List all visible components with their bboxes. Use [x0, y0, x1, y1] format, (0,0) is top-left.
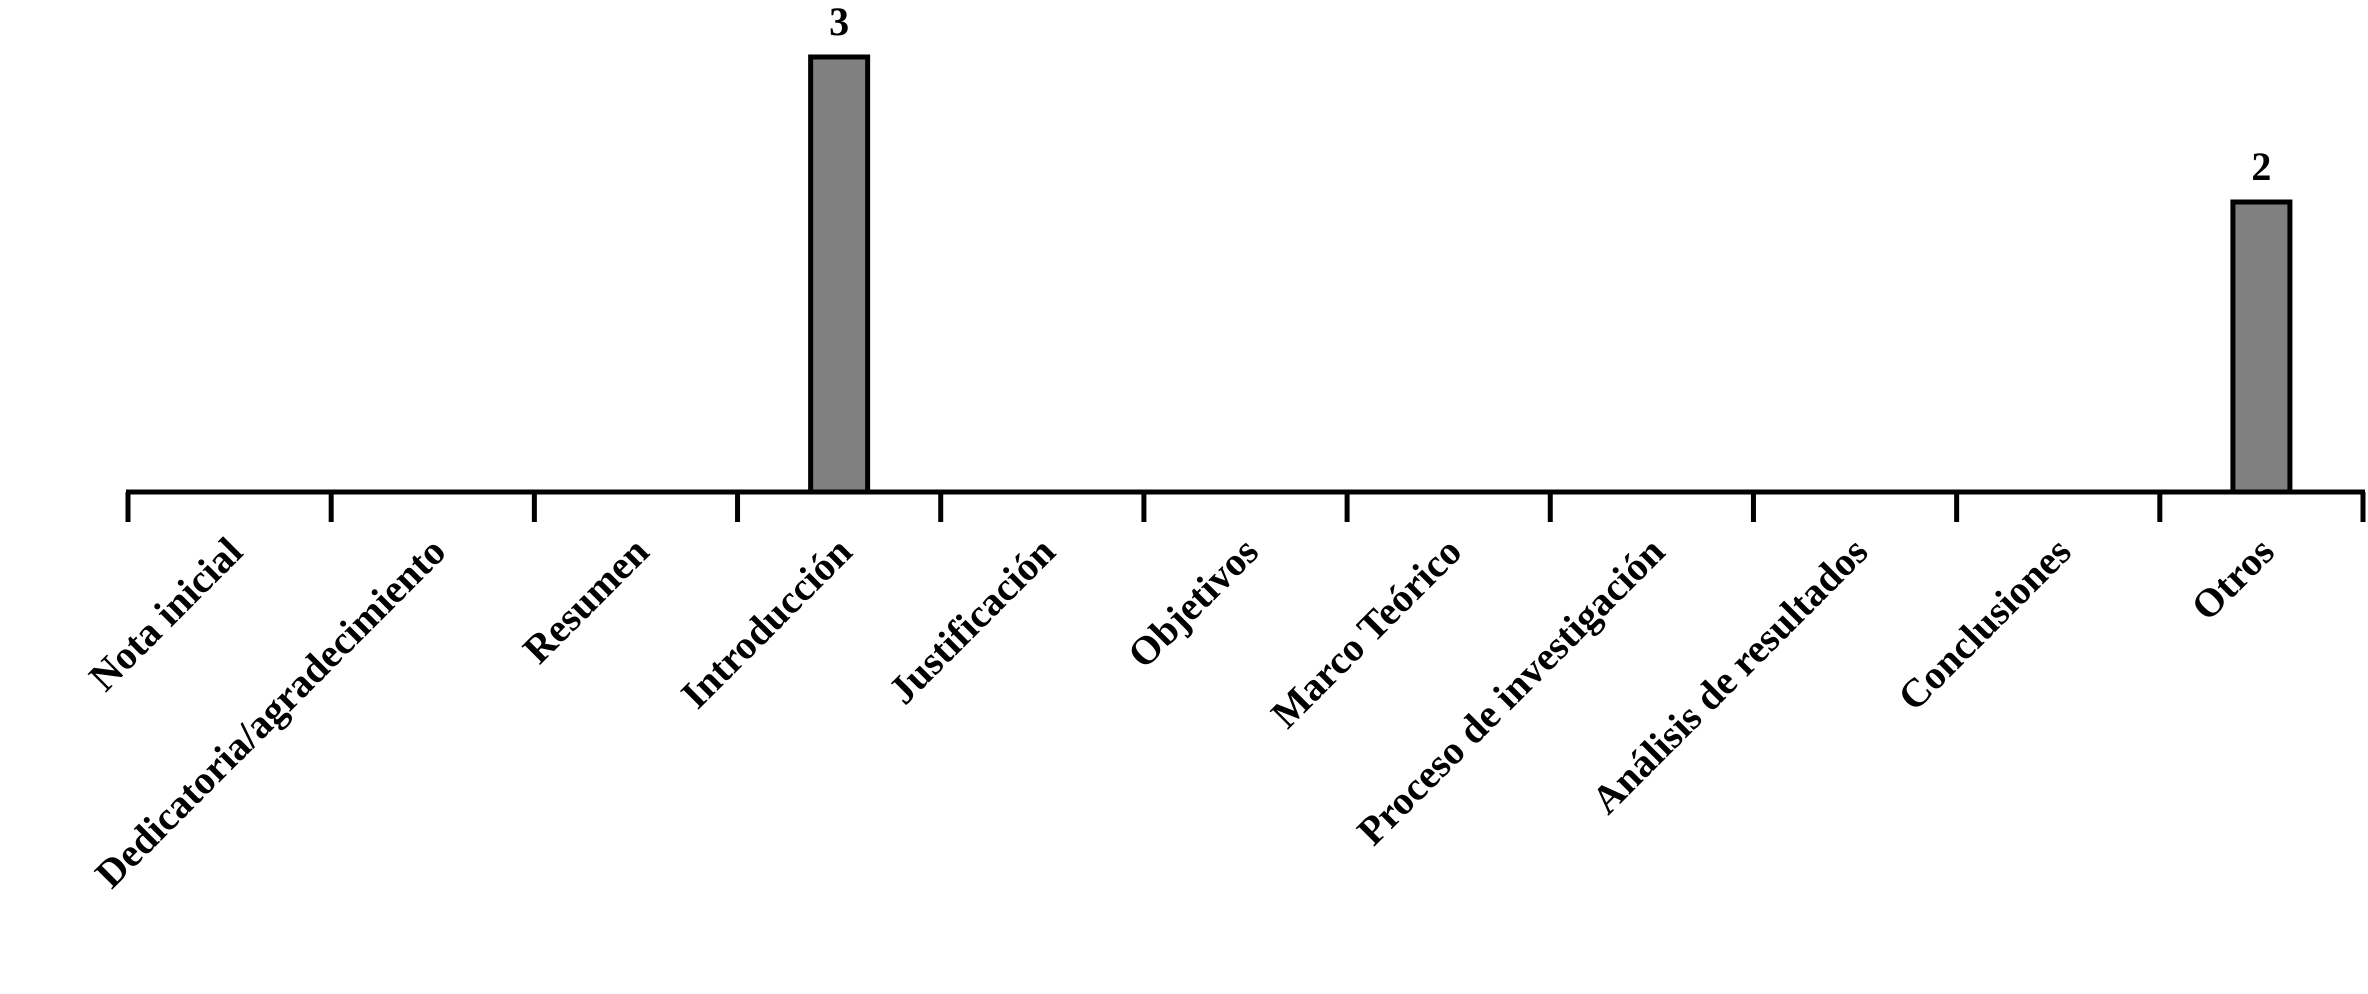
x-tick-label: Introducción: [672, 529, 860, 717]
x-tick-label: Objetivos: [1119, 529, 1267, 677]
x-tick-label: Marco Teórico: [1262, 529, 1470, 737]
x-tick-label: Resumen: [514, 529, 657, 672]
bar: [2230, 199, 2293, 495]
x-tick-label: Otros: [2182, 529, 2282, 629]
bar: [808, 54, 871, 495]
data-label: 3: [829, 0, 849, 44]
x-tick-label: Nota inicial: [80, 529, 251, 700]
data-label: 2: [2251, 144, 2271, 189]
x-tick-label: Conclusiones: [1889, 529, 2080, 720]
x-tick-label: Justificación: [879, 529, 1063, 713]
x-tick-label: Dedicatoria/agradecimiento: [86, 529, 454, 897]
